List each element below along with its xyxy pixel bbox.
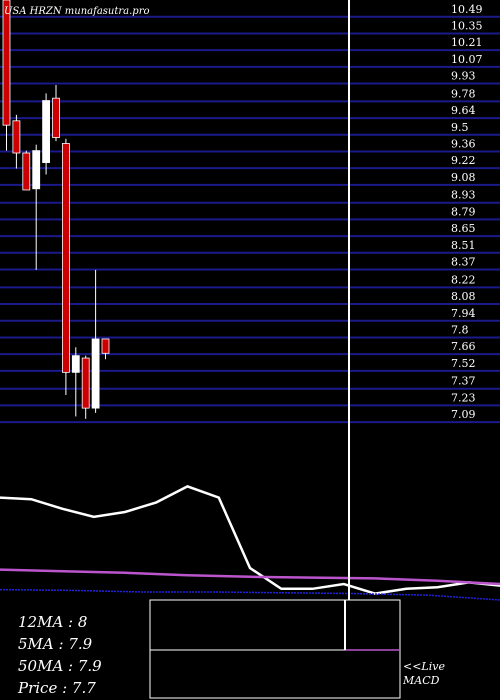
live-label: <<Live <box>403 660 445 673</box>
candle <box>52 85 60 142</box>
y-tick-label: 8.37 <box>451 255 476 268</box>
candle <box>71 347 80 417</box>
price-label: Price : 7.7 <box>18 679 96 697</box>
y-tick-label: 7.8 <box>451 323 469 336</box>
y-tick-label: 9.36 <box>451 137 476 150</box>
ma50-label: 50MA : 7.9 <box>18 657 102 675</box>
y-tick-label: 8.08 <box>451 290 476 303</box>
candle-body <box>12 120 21 154</box>
candle-body <box>62 143 70 373</box>
y-tick-label: 9.22 <box>451 154 476 167</box>
y-tick-label: 10.49 <box>451 3 483 16</box>
candle-body <box>42 100 50 163</box>
y-tick-label: 8.79 <box>451 205 476 218</box>
y-tick-label: 9.78 <box>451 87 476 100</box>
candles <box>2 0 110 419</box>
candle <box>81 355 90 419</box>
candle-body <box>71 355 80 373</box>
candle-body <box>91 338 100 409</box>
chart-title: USA HRZN munafasutra.pro <box>4 6 150 17</box>
macd-label: MACD <box>403 674 440 687</box>
candle-body <box>52 97 60 138</box>
y-tick-label: 10.07 <box>451 53 483 66</box>
candle <box>101 338 110 360</box>
candle-body <box>32 150 41 190</box>
y-tick-label: 9.93 <box>451 70 476 83</box>
candle <box>22 150 31 191</box>
ma12-label: 12MA : 8 <box>18 613 88 631</box>
y-tick-label: 7.94 <box>451 307 476 320</box>
candle <box>2 0 11 151</box>
grid-lines <box>0 0 500 424</box>
y-tick-label: 10.21 <box>451 36 483 49</box>
indicator-panel <box>0 110 500 699</box>
candle <box>62 138 70 396</box>
y-tick-label: 7.52 <box>451 357 476 370</box>
y-tick-label: 8.65 <box>451 222 476 235</box>
candle <box>42 93 50 175</box>
y-tick-label: 9.64 <box>451 104 476 117</box>
price-axis: 10.49 10.35 10.21 10.07 9.93 9.78 9.64 9.5 9.36 9… <box>451 3 483 421</box>
signal-line <box>0 568 500 586</box>
candle <box>12 114 21 169</box>
y-tick-label: 9.5 <box>451 121 469 134</box>
y-tick-label: 9.08 <box>451 171 476 184</box>
macd-line <box>0 485 500 595</box>
candle <box>32 144 41 270</box>
y-tick-label: 8.22 <box>451 273 476 286</box>
candle-body <box>22 152 31 191</box>
y-tick-label: 7.37 <box>451 375 476 388</box>
y-tick-label: 8.93 <box>451 189 476 202</box>
ma5-label: 5MA : 7.9 <box>18 635 93 653</box>
y-tick-label: 7.23 <box>451 391 476 404</box>
histogram-baseline <box>0 588 500 601</box>
y-tick-label: 8.51 <box>451 239 476 252</box>
candle-body <box>81 357 90 409</box>
macd-box <box>149 599 401 699</box>
candle-body <box>2 0 11 126</box>
candle <box>91 269 100 413</box>
y-tick-label: 7.66 <box>451 340 476 353</box>
y-tick-label: 7.09 <box>451 408 476 421</box>
candle-body <box>101 338 110 354</box>
y-tick-label: 10.35 <box>451 19 483 32</box>
